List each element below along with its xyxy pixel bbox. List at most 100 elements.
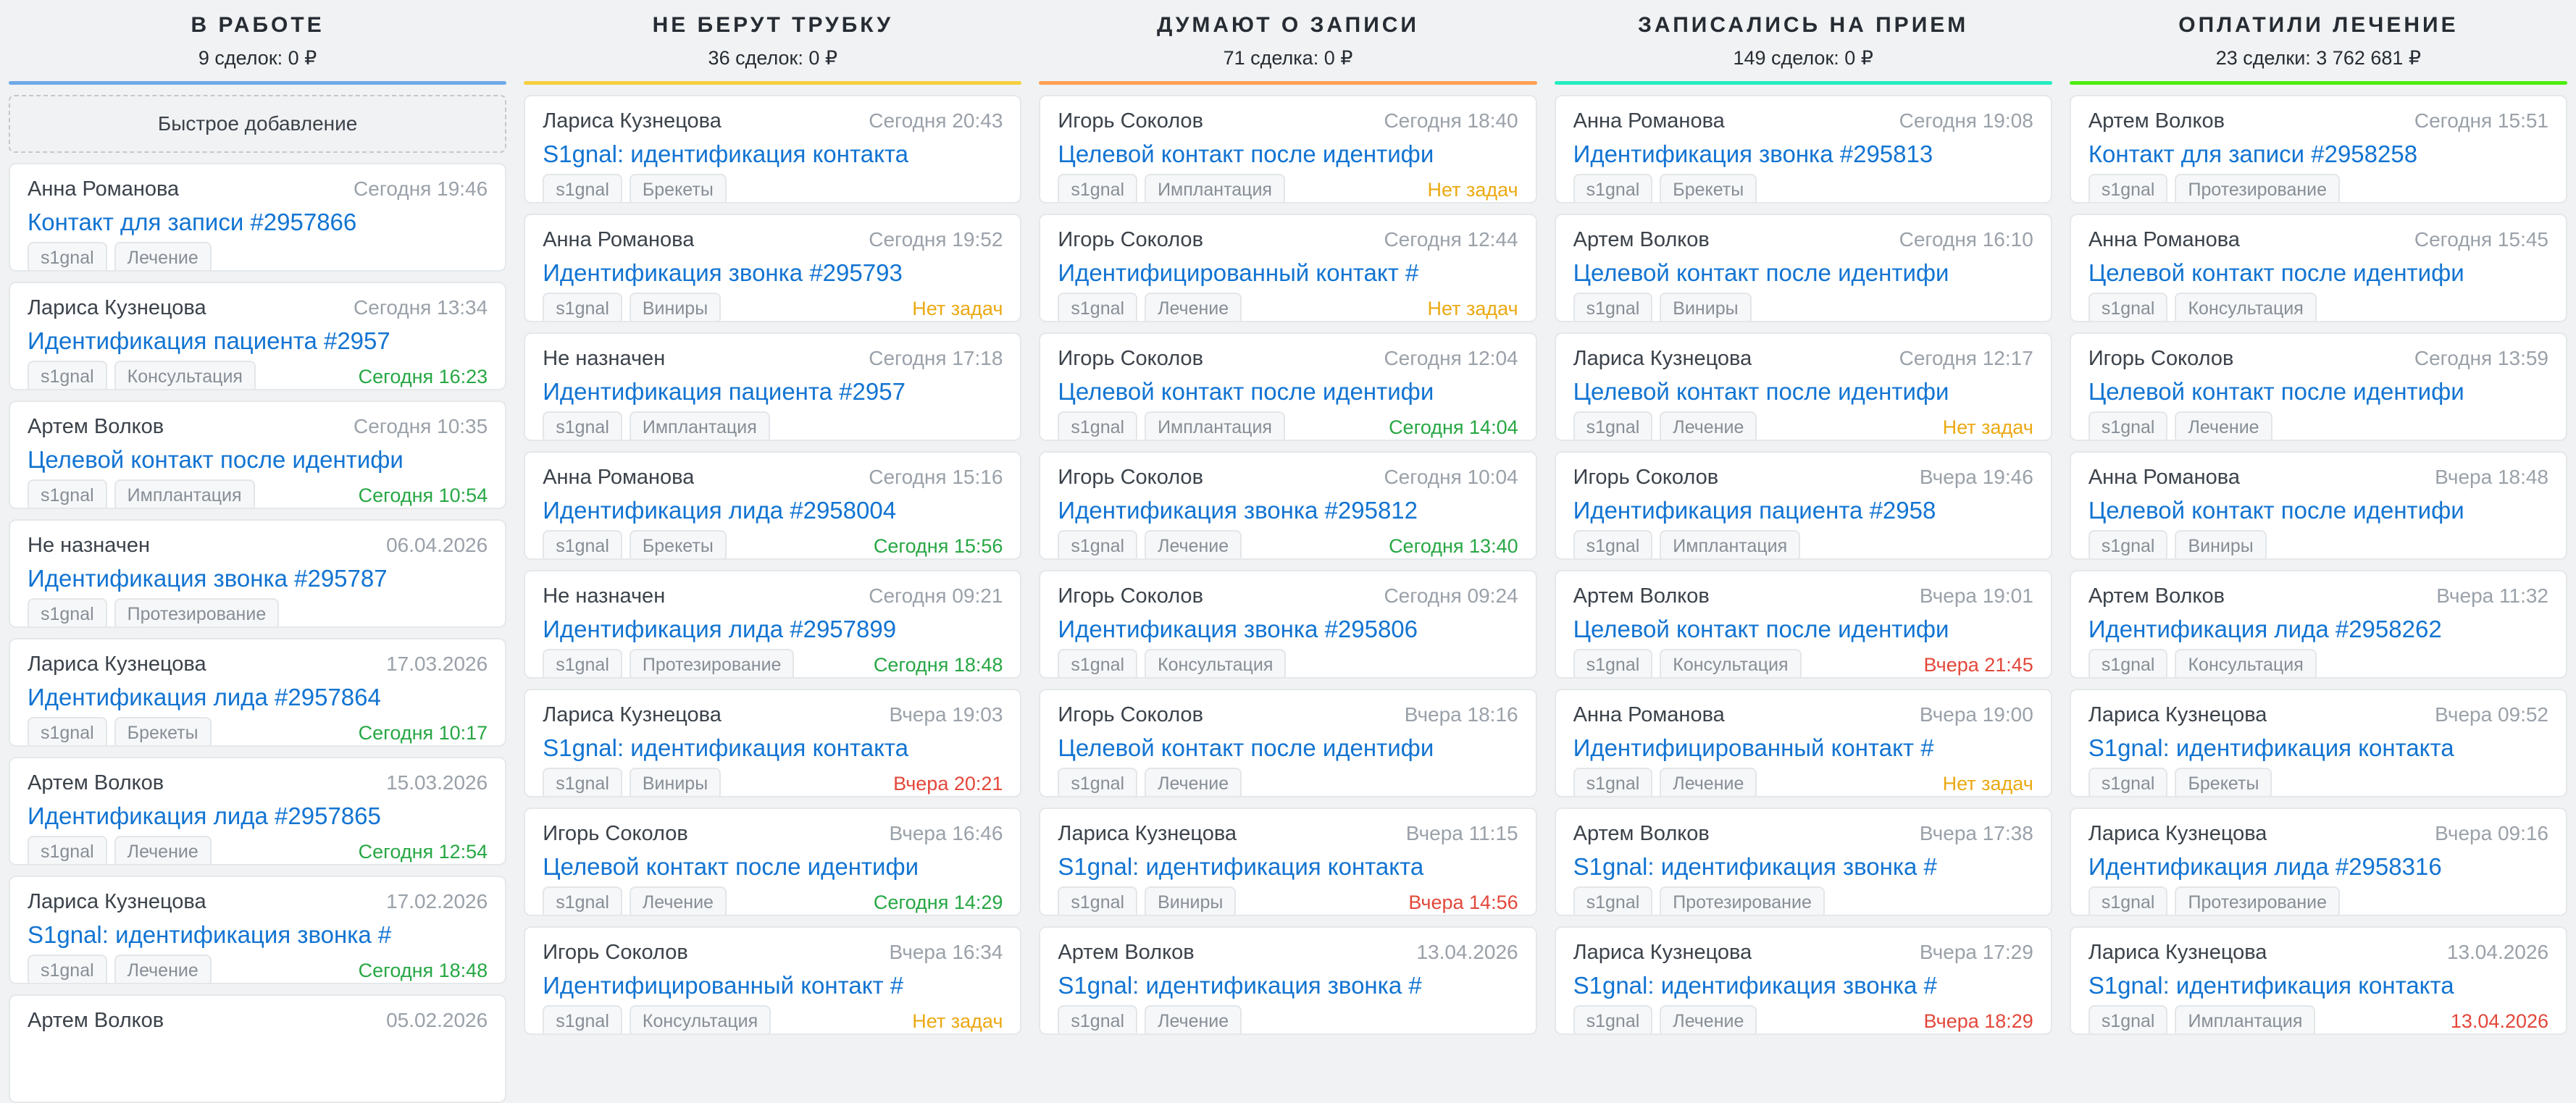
deal-tag: Виниры: [2175, 530, 2267, 558]
deal-card[interactable]: Артем Волков Сегодня 16:10 Целевой конта…: [1554, 214, 2052, 322]
deal-card[interactable]: Анна Романова Сегодня 19:52 Идентификаци…: [524, 214, 1022, 322]
deal-tag: Лечение: [1145, 1005, 1242, 1033]
deal-card[interactable]: Лариса Кузнецова Сегодня 20:43 S1gnal: и…: [524, 95, 1022, 204]
deal-title-link[interactable]: Целевой контакт после идентифи: [1573, 378, 1949, 405]
deal-card[interactable]: Артем Волков Вчера 17:38 S1gnal: идентиф…: [1554, 808, 2052, 916]
deal-card[interactable]: Игорь Соколов Сегодня 12:44 Идентифициро…: [1039, 214, 1537, 322]
deal-card[interactable]: Артем Волков Сегодня 10:35 Целевой конта…: [9, 400, 507, 509]
deal-tags: s1gnal Консультация: [1573, 649, 1809, 677]
deal-title-link[interactable]: Целевой контакт после идентифи: [2088, 259, 2464, 286]
deal-card[interactable]: Лариса Кузнецова 17.03.2026 Идентификаци…: [9, 638, 507, 747]
deal-title-link[interactable]: S1gnal: идентификация звонка #: [1058, 972, 1422, 999]
deal-card[interactable]: Анна Романова Сегодня 19:46 Контакт для …: [9, 163, 507, 272]
deal-card-header-row: Артем Волков Сегодня 15:51: [2088, 109, 2548, 134]
deal-card[interactable]: Артем Волков 13.04.2026 S1gnal: идентифи…: [1039, 926, 1537, 1035]
deal-card[interactable]: Артем Волков Вчера 19:01 Целевой контакт…: [1554, 570, 2052, 679]
deal-title-link[interactable]: Идентификация звонка #295813: [1573, 141, 1933, 167]
deal-card[interactable]: Лариса Кузнецова 13.04.2026 S1gnal: иден…: [2069, 926, 2568, 1035]
quick-add-button[interactable]: Быстрое добавление: [9, 95, 507, 153]
deal-title-link[interactable]: Идентификация пациента #2957: [28, 327, 390, 354]
deal-title-link[interactable]: Идентификация лида #2957864: [28, 684, 381, 710]
deal-title-link[interactable]: Идентификация лида #2958004: [543, 497, 897, 524]
deal-card[interactable]: Лариса Кузнецова Вчера 19:03 S1gnal: иде…: [524, 689, 1022, 797]
deal-card[interactable]: Игорь Соколов Вчера 18:16 Целевой контак…: [1039, 689, 1537, 797]
deal-card[interactable]: Артем Волков 15.03.2026 Идентификация ли…: [9, 757, 507, 865]
deal-card[interactable]: Артем Волков Вчера 11:32 Идентификация л…: [2069, 570, 2568, 679]
deal-card[interactable]: Игорь Соколов Сегодня 10:04 Идентификаци…: [1039, 451, 1537, 560]
deal-card[interactable]: Артем Волков Сегодня 15:51 Контакт для з…: [2069, 95, 2568, 204]
deal-card[interactable]: Игорь Соколов Вчера 16:34 Идентифицирова…: [524, 926, 1022, 1035]
deal-card[interactable]: Лариса Кузнецова Сегодня 13:34 Идентифик…: [9, 282, 507, 390]
deal-title-link[interactable]: Целевой контакт после идентифи: [2088, 378, 2464, 405]
deal-contact-name: Лариса Кузнецова: [28, 890, 206, 913]
deal-title-link[interactable]: Идентифицированный контакт #: [1058, 259, 1419, 286]
deal-card[interactable]: Не назначен Сегодня 17:18 Идентификация …: [524, 332, 1022, 441]
deal-title-link[interactable]: S1gnal: идентификация контакта: [543, 141, 908, 167]
deal-updated-date: Сегодня 12:17: [1899, 347, 2033, 369]
deal-title-link[interactable]: Идентификация звонка #295806: [1058, 616, 1418, 642]
deal-title-link[interactable]: Идентификация звонка #295793: [543, 259, 903, 286]
deal-title-link[interactable]: Целевой контакт после идентифи: [28, 446, 403, 473]
deal-title-link[interactable]: S1gnal: идентификация звонка #: [28, 921, 392, 948]
deal-title-link[interactable]: Идентификация лида #2957899: [543, 616, 897, 642]
deal-title-link[interactable]: Контакт для записи #2958258: [2088, 141, 2418, 167]
task-due-badge: Нет задач: [1942, 772, 2033, 794]
deal-card[interactable]: Игорь Соколов Сегодня 09:24 Идентификаци…: [1039, 570, 1537, 679]
deal-title-link[interactable]: Идентификация лида #2958316: [2088, 853, 2442, 880]
deal-title-link[interactable]: S1gnal: идентификация звонка #: [1573, 853, 1937, 880]
deal-card[interactable]: Анна Романова Сегодня 15:16 Идентификаци…: [524, 451, 1022, 560]
deal-updated-date: Вчера 18:48: [2435, 466, 2549, 488]
deal-title-link[interactable]: S1gnal: идентификация контакта: [2088, 972, 2454, 999]
deal-card[interactable]: Лариса Кузнецова Вчера 09:52 S1gnal: иде…: [2069, 689, 2568, 797]
deal-card[interactable]: Лариса Кузнецова Вчера 09:16 Идентификац…: [2069, 808, 2568, 916]
deal-title-link[interactable]: Контакт для записи #2957866: [28, 209, 357, 235]
deal-card[interactable]: Не назначен Сегодня 09:21 Идентификация …: [524, 570, 1022, 679]
deal-title-link[interactable]: Целевой контакт после идентифи: [1058, 141, 1434, 167]
deal-title-link[interactable]: Целевой контакт после идентифи: [543, 853, 919, 880]
task-due-badge: Вчера 18:29: [1923, 1010, 2033, 1032]
deal-title-link[interactable]: Целевой контакт после идентифи: [1058, 734, 1434, 761]
deal-card[interactable]: Анна Романова Сегодня 15:45 Целевой конт…: [2069, 214, 2568, 322]
deal-card[interactable]: Игорь Соколов Вчера 16:46 Целевой контак…: [524, 808, 1022, 916]
deal-title-link[interactable]: S1gnal: идентификация контакта: [1058, 853, 1424, 880]
deal-contact-name: Артем Волков: [1573, 228, 1710, 251]
deal-card[interactable]: Игорь Соколов Сегодня 13:59 Целевой конт…: [2069, 332, 2568, 441]
deal-contact-name: Игорь Соколов: [1058, 109, 1203, 133]
deal-title-link[interactable]: Целевой контакт после идентифи: [1058, 378, 1434, 405]
deal-title-link[interactable]: S1gnal: идентификация звонка #: [1573, 972, 1937, 999]
deal-card[interactable]: Лариса Кузнецова Вчера 17:29 S1gnal: иде…: [1554, 926, 2052, 1035]
task-due-badge: 13.04.2026: [2450, 1010, 2549, 1032]
deal-card[interactable]: Анна Романова Вчера 18:48 Целевой контак…: [2069, 451, 2568, 560]
deal-card[interactable]: Игорь Соколов Сегодня 18:40 Целевой конт…: [1039, 95, 1537, 204]
deal-card[interactable]: Анна Романова Сегодня 19:08 Идентификаци…: [1554, 95, 2052, 204]
deal-card[interactable]: Лариса Кузнецова Вчера 11:15 S1gnal: иде…: [1039, 808, 1537, 916]
deal-card-header-row: Игорь Соколов Сегодня 10:04: [1058, 466, 1518, 490]
deal-card[interactable]: Анна Романова Вчера 19:00 Идентифицирова…: [1554, 689, 2052, 797]
deal-card[interactable]: Артем Волков 05.02.2026: [9, 994, 507, 1103]
deal-card[interactable]: Лариса Кузнецова 17.02.2026 S1gnal: иден…: [9, 876, 507, 984]
deal-contact-name: Анна Романова: [28, 177, 180, 201]
deal-title-link[interactable]: Идентификация звонка #295787: [28, 565, 388, 592]
deal-card[interactable]: Не назначен 06.04.2026 Идентификация зво…: [9, 519, 507, 628]
deal-title-link[interactable]: Идентификация лида #2958262: [2088, 616, 2442, 642]
deal-card[interactable]: Игорь Соколов Сегодня 12:04 Целевой конт…: [1039, 332, 1537, 441]
deal-title-link[interactable]: Идентифицированный контакт #: [1573, 734, 1934, 761]
deal-title-link[interactable]: Идентификация пациента #2958: [1573, 497, 1936, 524]
deal-card[interactable]: Лариса Кузнецова Сегодня 12:17 Целевой к…: [1554, 332, 2052, 441]
deal-card-footer-row: s1gnal Имплантация 13.04.2026: [2088, 1005, 2549, 1033]
deal-title-link[interactable]: S1gnal: идентификация контакта: [2088, 734, 2454, 761]
deal-tags: s1gnal Протезирование: [543, 649, 801, 677]
deal-title-link[interactable]: S1gnal: идентификация контакта: [543, 734, 908, 761]
deal-tags: s1gnal Лечение: [28, 242, 219, 270]
deal-tag: Лечение: [1145, 530, 1242, 558]
deal-card[interactable]: Игорь Соколов Вчера 19:46 Идентификация …: [1554, 451, 2052, 560]
deal-title-link[interactable]: Целевой контакт после идентифи: [2088, 497, 2464, 524]
deal-title-link[interactable]: Идентифицированный контакт #: [543, 972, 904, 999]
deal-title-link[interactable]: Идентификация лида #2957865: [28, 802, 381, 829]
deal-title-link[interactable]: Целевой контакт после идентифи: [1573, 259, 1949, 286]
deal-tag: Лечение: [114, 242, 212, 270]
deal-title-link[interactable]: Идентификация звонка #295812: [1058, 497, 1418, 524]
deal-title-link[interactable]: Идентификация пациента #2957: [543, 378, 906, 405]
deal-title-link[interactable]: [28, 1039, 488, 1069]
deal-title-link[interactable]: Целевой контакт после идентифи: [1573, 616, 1949, 642]
